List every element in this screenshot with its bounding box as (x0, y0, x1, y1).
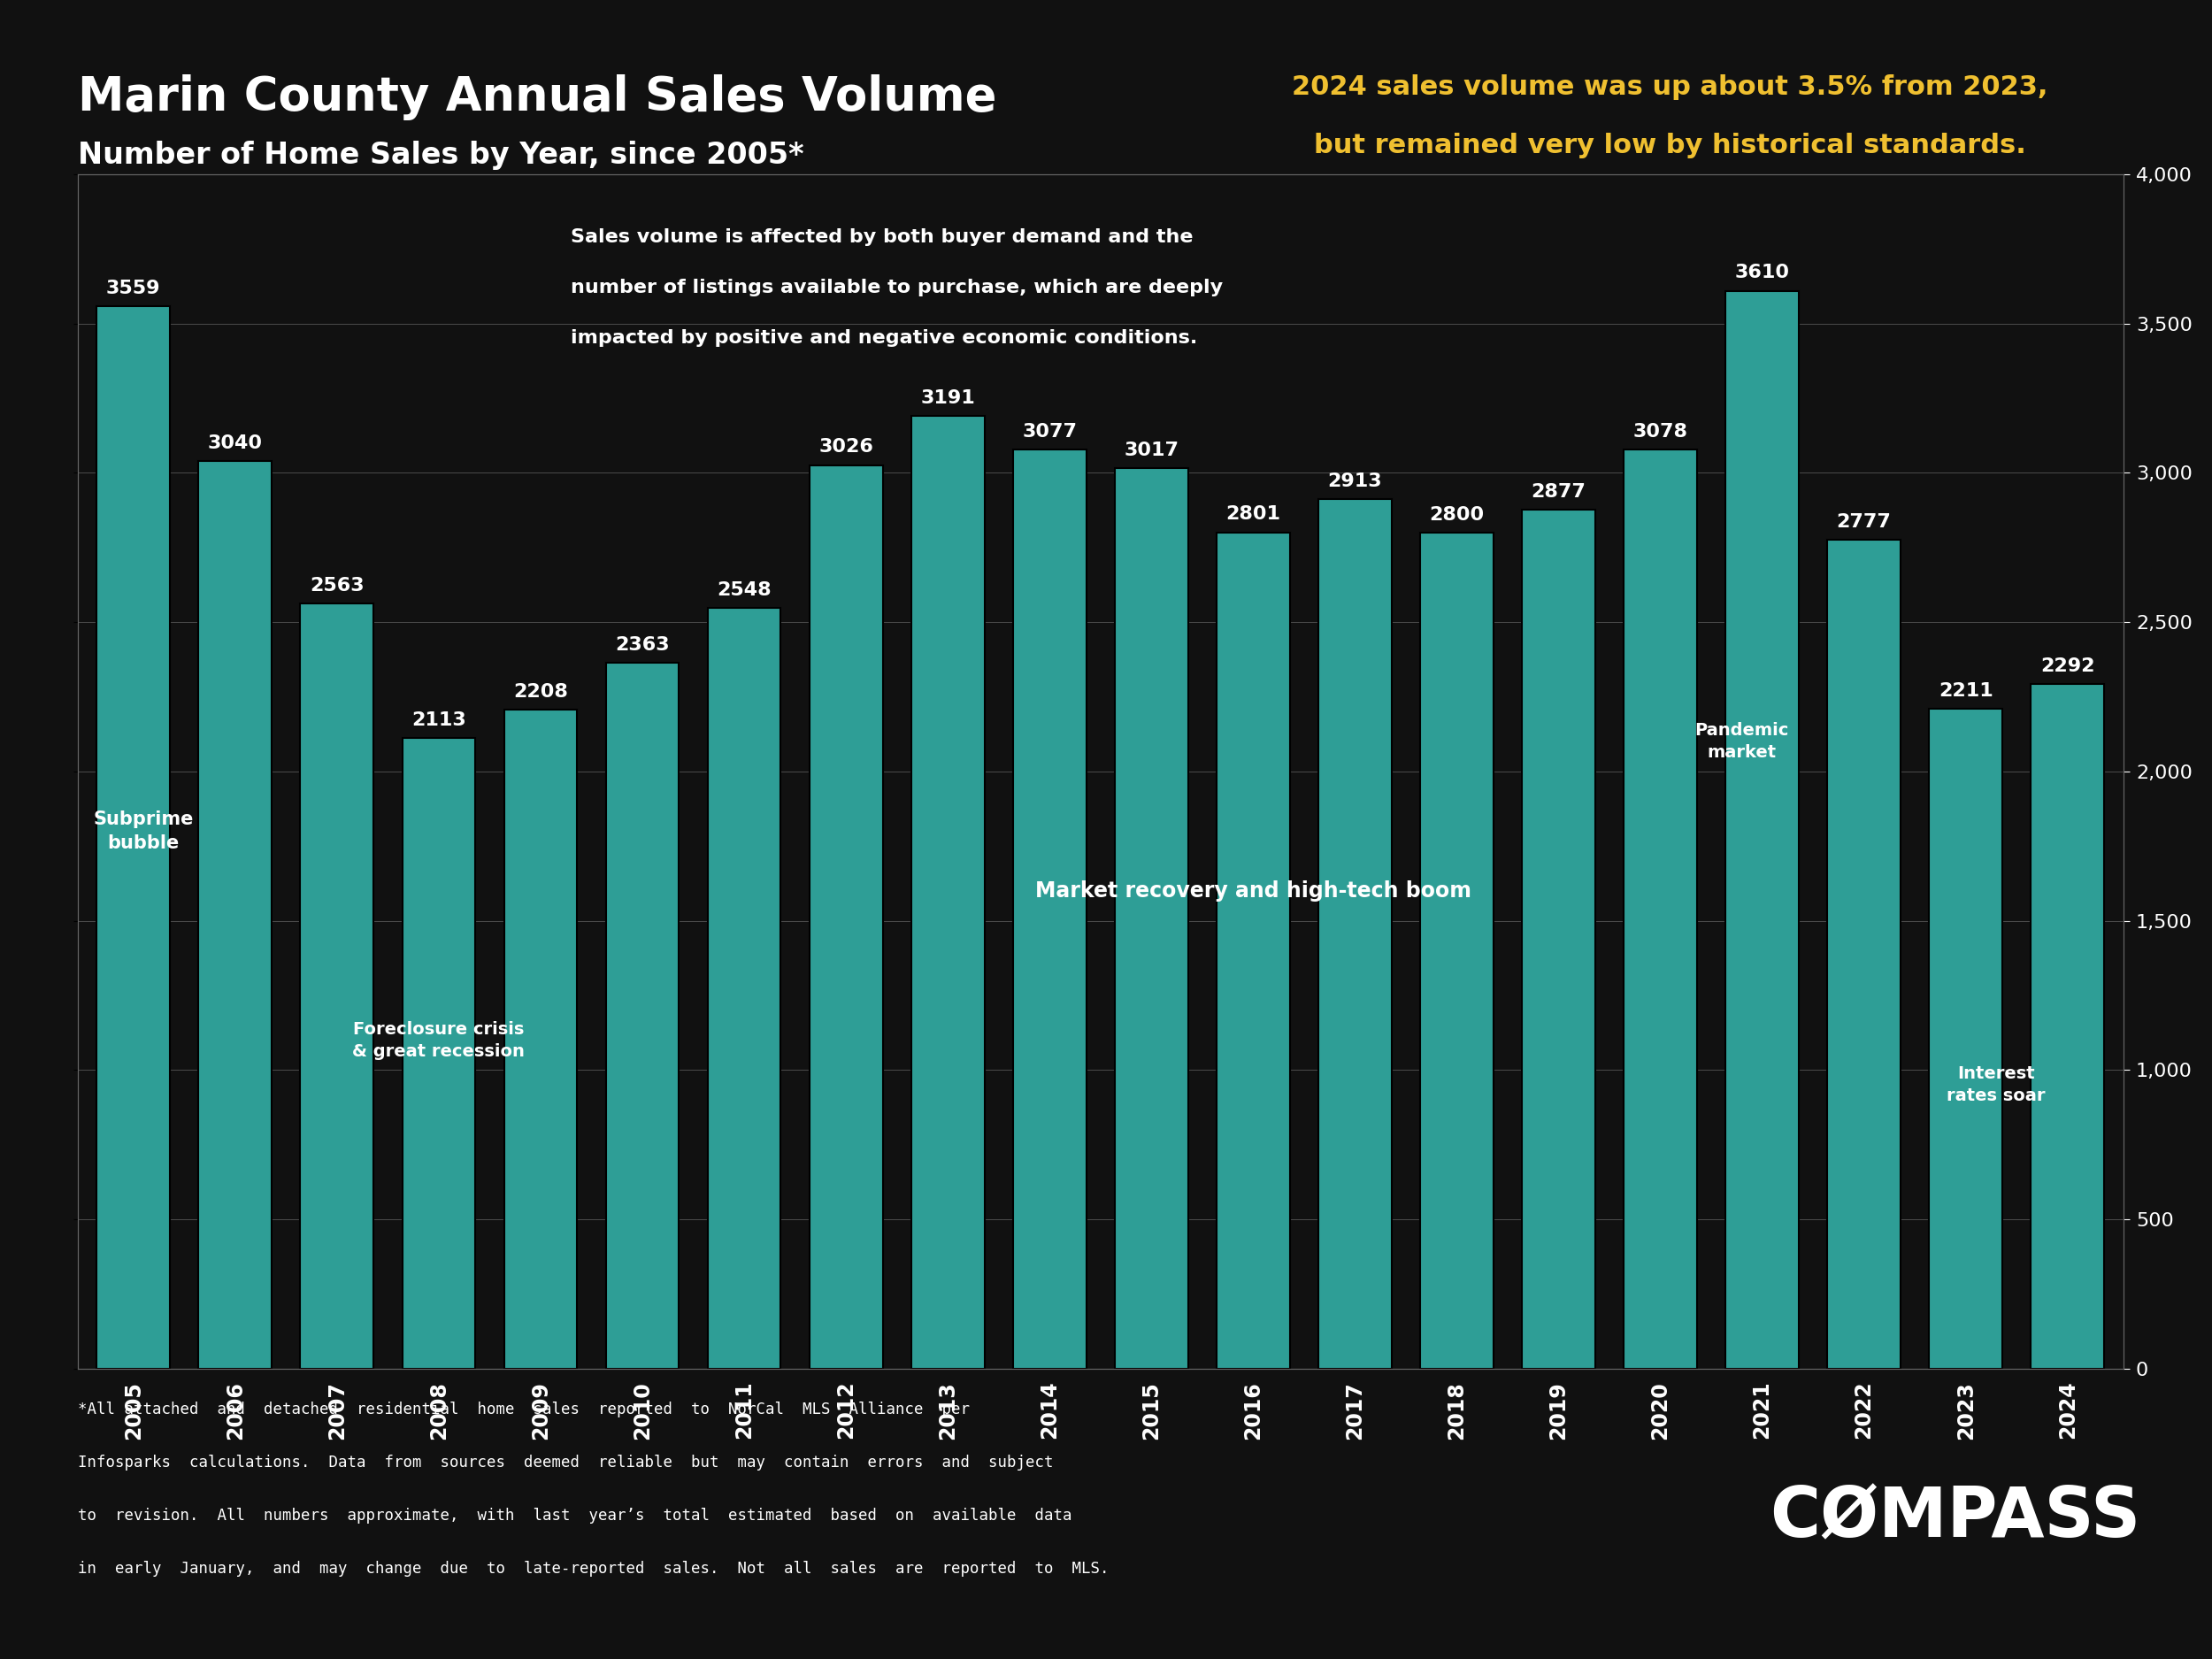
Text: 3559: 3559 (106, 279, 161, 297)
Text: 3078: 3078 (1632, 423, 1688, 441)
Bar (504, 710, 577, 1369)
Text: 2800: 2800 (1429, 506, 1484, 524)
Bar (606, 664, 679, 1369)
Bar (1420, 533, 1493, 1369)
Text: 2548: 2548 (717, 581, 772, 599)
Text: impacted by positive and negative economic conditions.: impacted by positive and negative econom… (571, 330, 1197, 347)
Text: Infosparks  calculations.  Data  from  sources  deemed  reliable  but  may  cont: Infosparks calculations. Data from sourc… (77, 1455, 1053, 1472)
Text: Market recovery and high-tech boom: Market recovery and high-tech boom (1035, 881, 1471, 901)
Text: 2777: 2777 (1836, 513, 1891, 531)
Text: Pandemic
market: Pandemic market (1694, 722, 1790, 761)
Text: but remained very low by historical standards.: but remained very low by historical stan… (1314, 133, 2026, 158)
Text: 2292: 2292 (2039, 657, 2095, 675)
Text: Sales volume is affected by both buyer demand and the: Sales volume is affected by both buyer d… (571, 227, 1194, 246)
Text: 3610: 3610 (1734, 264, 1790, 282)
Bar (97, 305, 170, 1369)
Bar (708, 607, 781, 1369)
Bar (1217, 533, 1290, 1369)
Text: 2208: 2208 (513, 682, 568, 700)
Bar (1318, 499, 1391, 1369)
Bar (911, 416, 984, 1369)
Bar (2031, 684, 2104, 1369)
Bar (199, 461, 272, 1369)
Text: 2913: 2913 (1327, 473, 1382, 489)
Bar (403, 738, 476, 1369)
Bar (1624, 450, 1697, 1369)
Text: 3026: 3026 (818, 438, 874, 456)
Text: 3191: 3191 (920, 390, 975, 406)
Text: *All attached  and  detached  residential  home  sales  reported  to  NorCal  ML: *All attached and detached residential h… (77, 1402, 969, 1418)
Text: to  revision.  All  numbers  approximate,  with  last  year’s  total  estimated : to revision. All numbers approximate, wi… (77, 1508, 1071, 1525)
Bar (1522, 509, 1595, 1369)
Text: 2113: 2113 (411, 712, 467, 728)
Text: CØMPASS: CØMPASS (1770, 1485, 2141, 1551)
Text: 2363: 2363 (615, 637, 670, 654)
Bar (1929, 708, 2002, 1369)
Text: 2801: 2801 (1225, 506, 1281, 523)
Text: in  early  January,  and  may  change  due  to  late-reported  sales.  Not  all : in early January, and may change due to … (77, 1561, 1108, 1578)
Bar (1827, 539, 1900, 1369)
Text: Foreclosure crisis
& great recession: Foreclosure crisis & great recession (352, 1020, 524, 1060)
Bar (1115, 468, 1188, 1369)
Text: 2211: 2211 (1938, 682, 1993, 700)
Text: 2877: 2877 (1531, 483, 1586, 501)
Text: 3077: 3077 (1022, 423, 1077, 441)
Bar (810, 465, 883, 1369)
Text: Marin County Annual Sales Volume: Marin County Annual Sales Volume (77, 75, 995, 121)
Text: 2563: 2563 (310, 577, 365, 594)
Text: 2024 sales volume was up about 3.5% from 2023,: 2024 sales volume was up about 3.5% from… (1292, 75, 2048, 100)
Text: Subprime
bubble: Subprime bubble (93, 811, 195, 851)
Text: number of listings available to purchase, which are deeply: number of listings available to purchase… (571, 279, 1223, 297)
Text: Number of Home Sales by Year, since 2005*: Number of Home Sales by Year, since 2005… (77, 141, 803, 171)
Text: Interest
rates soar: Interest rates soar (1947, 1065, 2046, 1105)
Text: 3040: 3040 (208, 435, 263, 451)
Bar (1013, 450, 1086, 1369)
Text: 3017: 3017 (1124, 441, 1179, 460)
Bar (1725, 290, 1798, 1369)
Bar (301, 604, 374, 1369)
